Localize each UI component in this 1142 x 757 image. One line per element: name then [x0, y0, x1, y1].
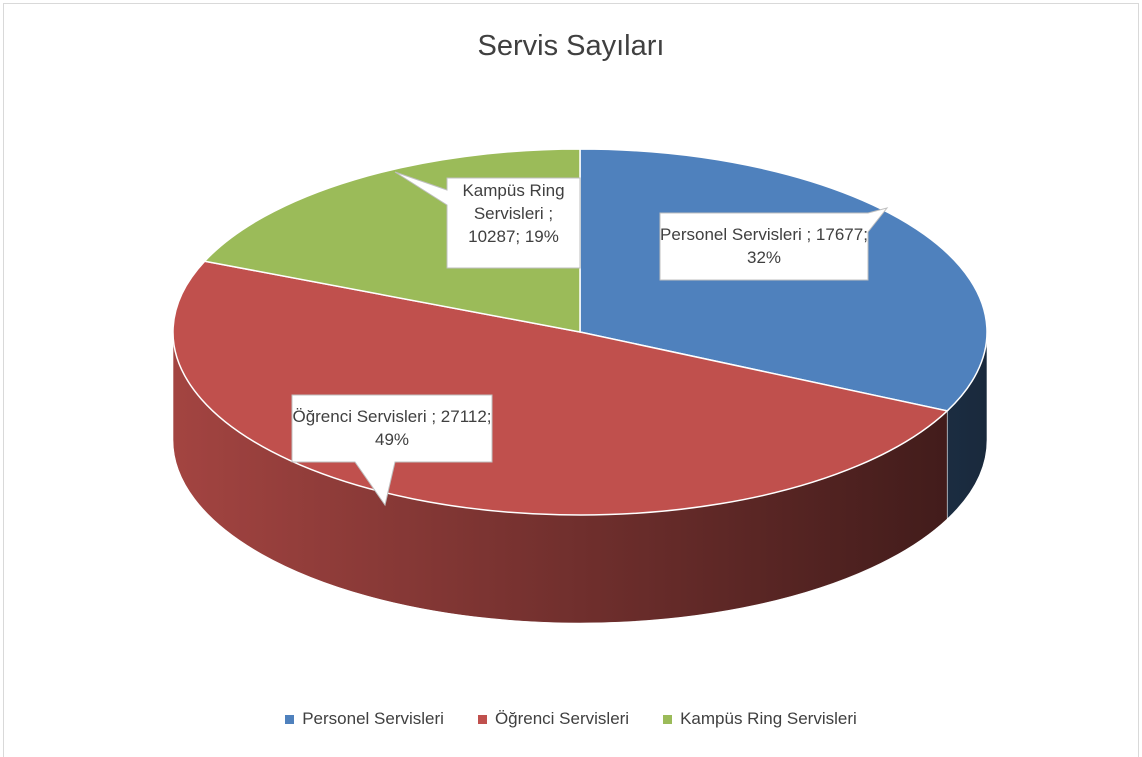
chart-frame [3, 3, 1139, 757]
legend-swatch [477, 714, 487, 724]
legend-label: Personel Servisleri [302, 709, 444, 728]
legend-swatch [285, 714, 295, 724]
legend-label: Öğrenci Servisleri [494, 709, 630, 728]
callout-box [394, 171, 581, 269]
legend-item: Kampüs Ring Servisleri [663, 709, 857, 729]
callout-box [659, 207, 889, 281]
legend-item: Personel Servisleri [285, 709, 444, 729]
legend-label: Kampüs Ring Servisleri [680, 709, 857, 728]
callout-box [291, 394, 493, 507]
data-label: Personel Servisleri ; 17677; 32% [660, 225, 868, 267]
data-label: Kampüs Ring Servisleri ; 10287; 19% [462, 181, 565, 246]
chart-title: Servis Sayıları [477, 30, 665, 62]
legend-swatch [663, 714, 673, 724]
legend-item: Öğrenci Servisleri [477, 709, 630, 729]
data-label: Öğrenci Servisleri ; 27112; 49% [292, 407, 492, 449]
legend: Personel Servisleri Öğrenci Servisleri Kam… [0, 709, 1142, 729]
callouts [291, 171, 889, 507]
